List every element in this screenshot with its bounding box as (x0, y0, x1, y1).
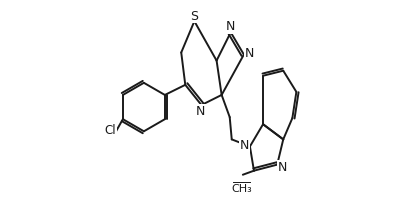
Text: N: N (225, 20, 235, 33)
Text: Cl: Cl (105, 124, 116, 137)
Text: N: N (278, 161, 287, 174)
Text: N: N (240, 139, 249, 152)
Text: CH₃: CH₃ (232, 184, 252, 194)
Text: N: N (196, 105, 205, 118)
Text: N: N (245, 47, 255, 60)
Text: S: S (190, 10, 198, 23)
